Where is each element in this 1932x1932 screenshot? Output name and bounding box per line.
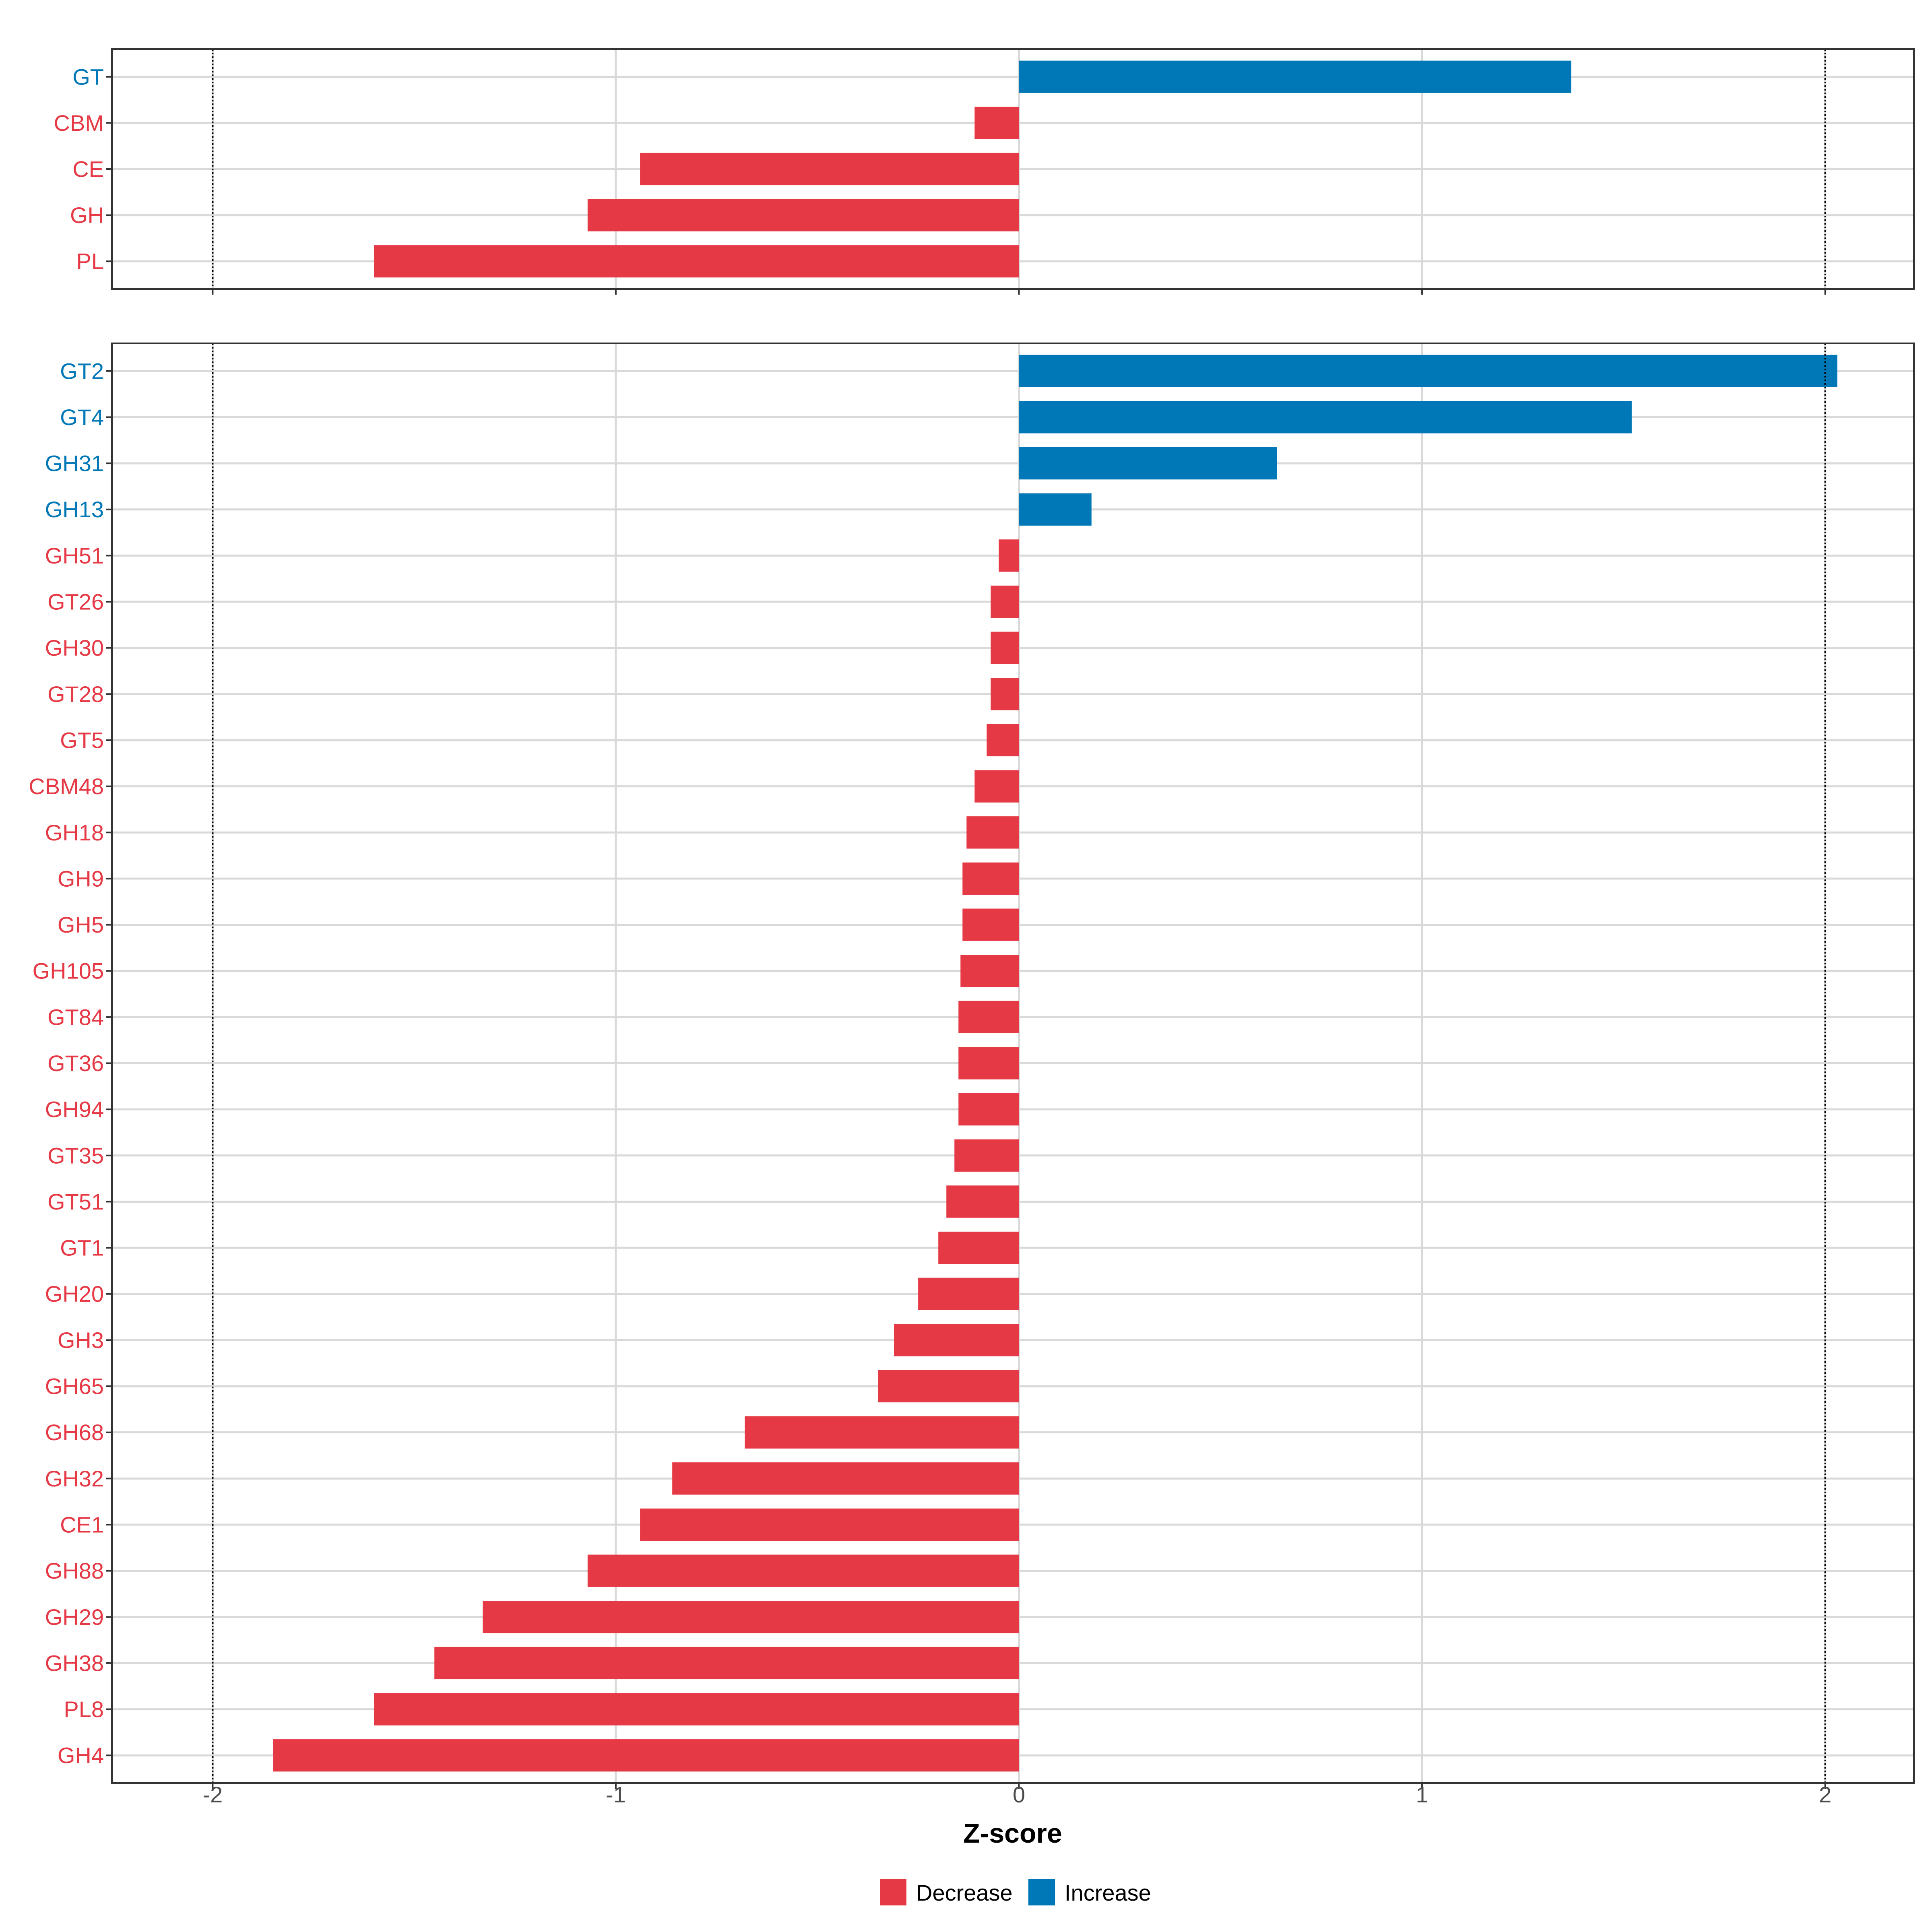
legend: Decrease Increase — [880, 1879, 1151, 1905]
bar-gh3 — [894, 1324, 1019, 1356]
y-tick-label: GH105 — [33, 958, 104, 984]
bar-pl8 — [374, 1693, 1019, 1726]
y-tick-label: GT36 — [47, 1051, 104, 1076]
bar-gt2 — [1019, 355, 1837, 387]
y-tick-label: GH29 — [45, 1604, 104, 1630]
y-tick-label: GH30 — [45, 635, 104, 661]
plot-panels: GTCBMCEGHPLGT2GT4GH31GH13GH51GT26GH30GT2… — [29, 48, 1915, 1789]
y-tick-label: GH38 — [45, 1650, 104, 1676]
y-tick-label: GH31 — [45, 451, 104, 476]
legend-swatch-decrease — [880, 1879, 906, 1905]
x-tick-label: -2 — [202, 1782, 223, 1807]
y-tick-label: GT — [72, 64, 104, 89]
legend-label-decrease: Decrease — [916, 1880, 1013, 1905]
bar-gt1 — [938, 1231, 1019, 1264]
bar-gh94 — [958, 1093, 1019, 1126]
bar-gh38 — [434, 1647, 1019, 1680]
y-tick-label: GH20 — [45, 1281, 104, 1307]
bar-ce — [640, 153, 1019, 186]
y-tick-label: PL8 — [64, 1697, 104, 1722]
bar-gh51 — [999, 539, 1019, 572]
y-tick-label: GH18 — [45, 820, 104, 845]
y-tick-label: GH5 — [58, 912, 104, 937]
x-tick-label: 1 — [1416, 1782, 1428, 1807]
y-tick-label: CBM48 — [29, 774, 104, 799]
bar-gh68 — [745, 1416, 1019, 1449]
y-tick-label: GH88 — [45, 1558, 104, 1583]
y-tick-label: CE — [72, 157, 104, 182]
bar-gt51 — [946, 1185, 1019, 1218]
panel-border — [111, 48, 1915, 290]
bar-gh32 — [672, 1462, 1019, 1495]
bar-gt4 — [1019, 401, 1632, 433]
bar-gt5 — [987, 724, 1019, 757]
y-tick-label: GH32 — [45, 1466, 104, 1491]
bar-gt36 — [958, 1047, 1019, 1080]
y-tick-label: GT28 — [47, 681, 104, 707]
y-tick-label: GT2 — [60, 358, 104, 384]
y-tick-label: GH68 — [45, 1420, 104, 1445]
bar-gh88 — [587, 1554, 1019, 1587]
y-tick-label: CE1 — [60, 1512, 104, 1537]
panel-class: GT CBM CE GH PL — [54, 48, 1915, 295]
x-tick-label: -1 — [606, 1782, 626, 1807]
bar-gh65 — [877, 1370, 1019, 1403]
bar-gh30 — [991, 632, 1019, 664]
y-tick-label: GT84 — [47, 1004, 104, 1030]
bar-gh5 — [962, 908, 1019, 941]
panel-family: GT2 GT4 GH31 GH13 GH51 GT26 GH30 GT28 GT5 CBM48 GH… — [29, 343, 1915, 1789]
bar-gh9 — [962, 862, 1019, 895]
y-tick-label: GH3 — [58, 1327, 104, 1353]
y-tick-label: PL — [76, 249, 104, 274]
y-tick-label: GT1 — [60, 1235, 104, 1261]
y-tick-label: GH51 — [45, 543, 104, 568]
bar-pl — [374, 245, 1019, 278]
y-tick-label: GT35 — [47, 1143, 104, 1168]
bar-gt — [1019, 60, 1571, 93]
bar-gt35 — [954, 1139, 1019, 1172]
bar-gh31 — [1019, 447, 1277, 480]
bar-ce1 — [640, 1508, 1019, 1541]
y-tick-label: GH13 — [45, 497, 104, 522]
panel-border — [111, 343, 1915, 1784]
bar-gh18 — [966, 816, 1019, 849]
bar-gh29 — [483, 1601, 1019, 1633]
bar-gt28 — [991, 678, 1019, 710]
y-tick-label: GH4 — [58, 1743, 104, 1768]
bar-gh20 — [918, 1278, 1019, 1310]
y-tick-label: GT26 — [47, 589, 104, 615]
legend-swatch-increase — [1028, 1879, 1055, 1905]
y-tick-label: GT4 — [60, 405, 104, 430]
bar-gt84 — [958, 1001, 1019, 1033]
bar-gh13 — [1019, 493, 1092, 526]
y-tick-label: GH — [70, 202, 104, 228]
y-tick-label: GT5 — [60, 727, 104, 753]
y-tick-label: GH9 — [58, 866, 104, 891]
bar-cbm48 — [974, 770, 1019, 803]
y-tick-label: CBM — [54, 110, 104, 136]
y-tick-label: GH65 — [45, 1374, 104, 1399]
bar-gt26 — [991, 585, 1019, 618]
x-axis: -2 -1 0 1 2 — [202, 1782, 1831, 1807]
bar-gh105 — [960, 955, 1019, 987]
bar-cbm — [974, 107, 1019, 139]
x-tick-label: 0 — [1013, 1782, 1025, 1807]
x-tick-label: 2 — [1819, 1782, 1831, 1807]
bar-gh — [587, 199, 1019, 231]
y-tick-label: GT51 — [47, 1189, 104, 1214]
legend-label-increase: Increase — [1065, 1880, 1151, 1905]
y-tick-label: GH94 — [45, 1097, 104, 1122]
x-axis-title: Z-score — [963, 1818, 1062, 1849]
bar-gh4 — [273, 1739, 1019, 1772]
